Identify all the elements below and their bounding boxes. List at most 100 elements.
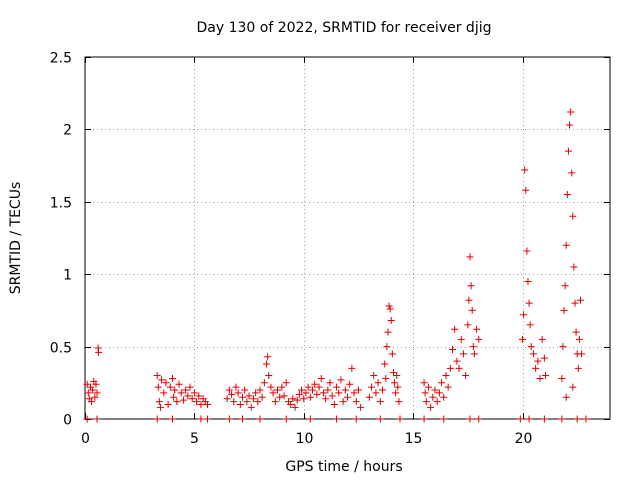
x-axis-label: GPS time / hours [285, 459, 402, 475]
data-point [427, 403, 435, 411]
data-point [162, 379, 170, 387]
data-point [522, 186, 530, 194]
data-point [455, 364, 463, 372]
data-point [473, 325, 481, 333]
plot-frame [84, 56, 611, 420]
data-point [333, 383, 341, 391]
data-point [91, 393, 99, 401]
data-point [433, 398, 441, 406]
data-point [572, 328, 580, 336]
data-point [258, 393, 266, 401]
data-point [475, 335, 483, 343]
y-tick-label: 2.5 [50, 51, 72, 67]
data-point [247, 403, 255, 411]
data-point [575, 335, 583, 343]
data-point [232, 383, 240, 391]
data-point [154, 383, 162, 391]
y-tick-label: 1 [63, 268, 72, 284]
data-point [306, 393, 314, 401]
data-point [564, 147, 572, 155]
data-point [444, 383, 452, 391]
data-point [278, 383, 286, 391]
data-point [252, 389, 260, 397]
data-point [291, 403, 299, 411]
data-point [440, 393, 448, 401]
data-point [527, 343, 535, 351]
data-point [315, 383, 323, 391]
data-point [457, 335, 465, 343]
y-tick-label: 0 [63, 413, 72, 429]
data-point [440, 415, 448, 423]
data-point [302, 389, 310, 397]
data-point [529, 350, 537, 358]
data-point [328, 392, 336, 400]
data-point [249, 395, 257, 403]
data-point [562, 241, 570, 249]
y-axis-label: SRMTID / TECUs [8, 182, 24, 295]
data-point [197, 401, 205, 409]
data-point [306, 415, 314, 423]
chart-title: Day 130 of 2022, SRMTID for receiver dji… [197, 20, 492, 36]
data-point [383, 343, 391, 351]
data-point [540, 415, 548, 423]
data-point [223, 395, 231, 403]
data-point [516, 415, 524, 423]
data-point [309, 386, 316, 394]
x-tick-label: 15 [405, 431, 423, 447]
data-point [538, 335, 546, 343]
data-point [156, 403, 164, 411]
data-point [420, 379, 428, 387]
data-point [541, 372, 549, 380]
data-point [540, 354, 548, 362]
data-point [570, 263, 578, 271]
data-point [561, 282, 569, 290]
data-point [536, 374, 544, 382]
data-point [177, 389, 185, 397]
data-point [230, 398, 238, 406]
data-point [282, 379, 290, 387]
data-point [525, 299, 533, 307]
data-point [384, 328, 392, 336]
data-point [93, 389, 101, 397]
data-point [368, 383, 376, 391]
data-point [188, 395, 196, 403]
data-point [558, 374, 566, 382]
data-point [352, 398, 360, 406]
data-point [195, 392, 203, 400]
data-point [467, 282, 475, 290]
x-tick-label: 20 [515, 431, 533, 447]
data-point [186, 383, 194, 391]
data-points [83, 108, 590, 423]
data-point [300, 395, 308, 403]
data-point [386, 305, 394, 313]
data-point [574, 364, 582, 372]
data-point [385, 302, 393, 310]
y-tick-label: 0.5 [50, 341, 72, 357]
data-point [393, 372, 401, 380]
data-point [573, 415, 581, 423]
x-tick-label: 0 [81, 431, 90, 447]
data-point [169, 374, 176, 382]
y-tick-label: 1.5 [50, 196, 72, 212]
y-tick-label: 2 [63, 123, 72, 139]
data-point [265, 372, 273, 380]
data-point [95, 348, 103, 356]
data-point [319, 389, 327, 397]
data-point [204, 415, 211, 423]
x-tick-label: 10 [296, 431, 314, 447]
data-point [92, 380, 100, 388]
tick-layer: 0 0.5 1 1.5 2 2.5 0 5 10 15 20 [50, 51, 610, 447]
data-point [569, 383, 577, 391]
data-point [204, 401, 211, 409]
data-point [376, 415, 384, 423]
data-point [350, 389, 358, 397]
data-point [282, 415, 290, 423]
data-point [241, 386, 249, 394]
data-point [344, 393, 351, 401]
data-point [243, 398, 251, 406]
data-point [335, 389, 343, 397]
data-point [83, 380, 91, 388]
data-point [339, 398, 347, 406]
data-point [236, 401, 244, 409]
data-point [287, 401, 295, 409]
